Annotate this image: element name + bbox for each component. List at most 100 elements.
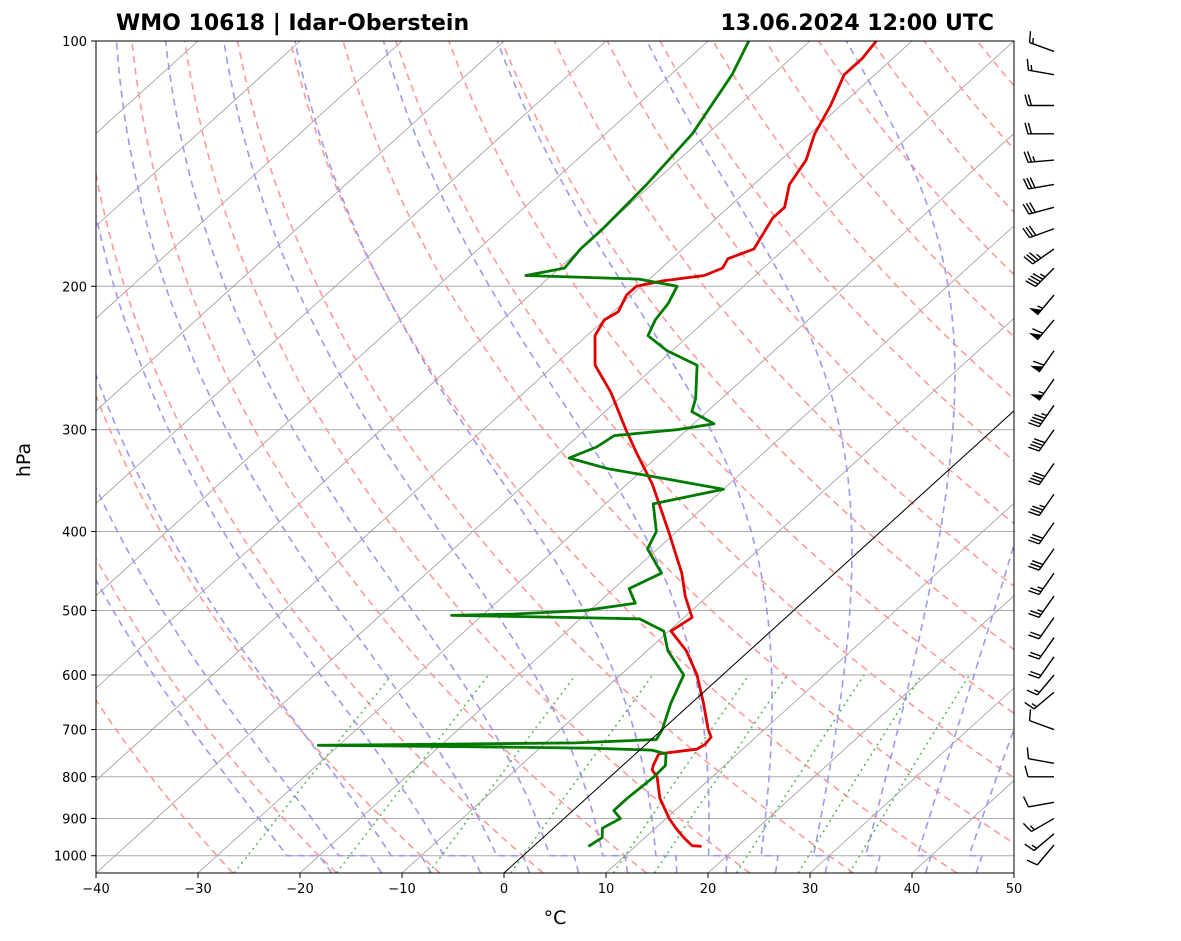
barb-full: [1030, 419, 1042, 425]
plot-frame: [95, 40, 1015, 874]
wind-barbs: [1022, 31, 1055, 866]
barb-half: [1036, 253, 1042, 259]
barb-staff: [1038, 493, 1055, 516]
mixing-ratio-line-10: [612, 674, 750, 873]
wind-barb: [1026, 58, 1055, 76]
barb-full: [1027, 277, 1039, 285]
barb-full: [1028, 654, 1040, 660]
moist-adiabat--20: [96, 578, 333, 873]
barb-pennant: [1030, 394, 1043, 401]
isotherm--80: [96, 41, 607, 504]
barb-half: [1030, 65, 1033, 71]
barb-staff: [1028, 206, 1055, 215]
wind-barb: [1028, 656, 1055, 679]
wind-barb: [1028, 429, 1055, 452]
wind-barb: [1022, 202, 1055, 215]
isobar-grid: [96, 41, 1014, 857]
barb-full: [1032, 533, 1044, 539]
barb-staff: [1038, 463, 1055, 486]
barb-full: [1032, 360, 1045, 366]
barb-full: [1033, 471, 1046, 478]
x-tick-label: −30: [184, 882, 211, 897]
y-tick-label: 600: [62, 669, 87, 684]
barb-full: [1032, 440, 1044, 447]
wind-barb: [1022, 177, 1055, 190]
barb-full: [1028, 446, 1040, 452]
barb-full: [1026, 177, 1033, 189]
dry-adiabat-120: [712, 41, 1014, 400]
barb-pennant: [1030, 365, 1043, 373]
barb-full: [1029, 202, 1037, 213]
barb-full: [1026, 151, 1033, 163]
wind-barb: [1028, 493, 1055, 517]
y-axis: 100 200 300 400 500 600 700 800 900 1000: [54, 35, 96, 865]
moist-adiabat-35: [845, 41, 956, 873]
barb-full: [1030, 562, 1042, 568]
x-tick-label: 0: [500, 882, 508, 897]
barb-staff: [1038, 572, 1055, 595]
barb-full: [1030, 443, 1042, 449]
dry-adiabats: [96, 41, 1014, 873]
wind-barb: [1028, 294, 1055, 316]
sounding-profiles: [316, 41, 1014, 873]
wind-barb: [1022, 225, 1055, 239]
x-tick-label: −40: [82, 882, 109, 897]
wind-barb: [1028, 404, 1055, 428]
dry-adiabat-0: [96, 170, 544, 873]
moist-adiabat-30: [646, 41, 853, 873]
isotherm--100: [96, 41, 403, 319]
barb-staff: [1028, 159, 1055, 164]
mixing-ratio-line-22: [735, 674, 865, 873]
temperature-profile: [593, 41, 878, 848]
barb-full: [1022, 178, 1030, 190]
barb-full: [1033, 413, 1046, 419]
wind-barb: [1028, 595, 1055, 618]
wind-barb: [1028, 637, 1055, 660]
barb-full: [1026, 859, 1038, 866]
dry-adiabat-80: [500, 41, 1014, 651]
barb-staff: [1038, 378, 1055, 401]
parcel-profile: [503, 410, 1014, 873]
barb-staff: [1028, 183, 1055, 190]
y-tick-label: 1000: [54, 850, 87, 865]
wind-barb: [1024, 691, 1055, 710]
barb-half: [1037, 305, 1044, 310]
barb-half: [1037, 586, 1044, 590]
dry-adiabat-20: [183, 41, 751, 873]
barb-full: [1027, 94, 1033, 106]
wind-barb: [1028, 548, 1055, 571]
barb-full: [1024, 94, 1029, 106]
wind-barb: [1028, 31, 1055, 53]
y-tick-label: 100: [62, 35, 87, 50]
barb-staff: [1038, 429, 1055, 452]
moist-adiabat-45: [968, 726, 1014, 873]
barb-full: [1028, 709, 1032, 721]
wind-barb: [1026, 674, 1055, 696]
barb-full: [1032, 327, 1044, 335]
wind-barb: [1024, 765, 1054, 778]
wind-barb: [1024, 94, 1054, 107]
isotherm--50: [96, 41, 913, 782]
dry-adiabat--30: [96, 698, 234, 873]
barb-pennant: [1028, 332, 1042, 340]
wind-barb: [1028, 572, 1055, 596]
mixing-ratio-line-33: [848, 674, 971, 873]
barb-full: [1025, 226, 1034, 237]
dry-adiabat-90: [553, 41, 1014, 588]
barb-full: [1023, 151, 1029, 163]
mixing-ratio-line--27: [233, 674, 393, 873]
dry-adiabat-50: [342, 41, 1014, 845]
barb-half: [1041, 412, 1048, 417]
barb-full: [1030, 670, 1042, 677]
barb-staff: [1031, 817, 1055, 833]
barb-full: [1022, 203, 1030, 215]
x-axis-label: °C: [544, 907, 567, 929]
dry-adiabat-60: [395, 41, 1014, 779]
barb-staff: [1038, 522, 1055, 545]
barb-full: [1032, 560, 1044, 566]
x-tick-label: −20: [286, 882, 313, 897]
wind-barb: [1030, 378, 1055, 401]
x-tick-label: 40: [904, 882, 921, 897]
dry-adiabat-110: [659, 41, 1014, 463]
